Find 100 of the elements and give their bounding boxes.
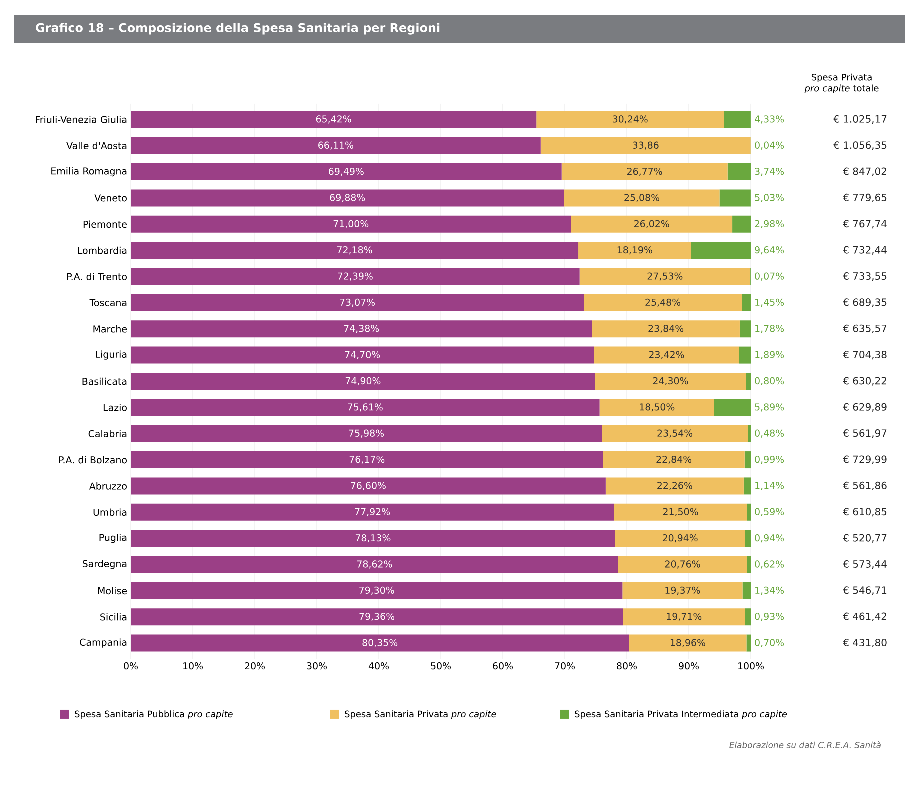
text: € 733,55: [843, 272, 887, 282]
data-label: 22,26%: [658, 482, 692, 490]
data-label: 77,92%: [355, 508, 390, 516]
y-tick-label: P.A. di Trento: [68, 273, 127, 280]
y-tick-label: Veneto: [94, 194, 127, 202]
x-tick-label: 70%: [555, 662, 575, 670]
data-label: 1,89%: [756, 351, 784, 360]
data-label: 20,94%: [662, 534, 698, 543]
y-tick-label: Emilia Romagna: [52, 167, 127, 177]
y-tick-label: Liguria: [96, 350, 127, 360]
data-label: 0,59%: [755, 508, 784, 516]
data-label: 22,84%: [656, 456, 692, 464]
text: € 689,35: [843, 298, 887, 308]
y-tick-label: Sicilia: [100, 613, 127, 621]
text: € 1.056,35: [834, 142, 887, 150]
y-tick-label: Valle d'Aosta: [66, 142, 127, 150]
y-tick-label: Molise: [98, 587, 127, 595]
text: € 546,71: [843, 586, 887, 596]
data-label: 75,61%: [348, 404, 383, 412]
data-label: 1,78%: [756, 325, 784, 334]
data-label: 9,64%: [755, 246, 784, 255]
text: € 732,44: [843, 246, 887, 255]
data-label: 26,77%: [627, 168, 662, 176]
x-tick-label: 50%: [431, 662, 451, 670]
legend-label: Spesa Sanitaria Privata Intermediata pro capite: [575, 710, 788, 720]
data-label: 25,08%: [624, 194, 660, 202]
data-label: 1,14%: [756, 482, 784, 490]
data-label: 75,98%: [349, 430, 384, 438]
y-tick-label: Toscana: [90, 299, 127, 306]
data-label: 24,30%: [653, 377, 688, 386]
x-tick-label: 60%: [493, 662, 513, 670]
y-tick-label: Puglia: [100, 534, 127, 544]
data-label: 27,53%: [648, 272, 683, 281]
x-tick-label: 100%: [738, 662, 764, 670]
data-label: 25,48%: [646, 298, 681, 307]
x-tick-label: 10%: [184, 662, 203, 670]
y-tick-label: Basilicata: [82, 378, 127, 386]
data-label: 66,11%: [318, 142, 354, 150]
data-label: 4,33%: [755, 116, 784, 124]
data-label: 78,13%: [356, 534, 391, 543]
data-label: 71,00%: [334, 220, 369, 228]
y-tick-label: Piemonte: [84, 220, 127, 228]
legend-label: Spesa Sanitaria Privata pro capite: [345, 710, 496, 720]
text: Spesa Privata pro capite totale: [804, 74, 879, 94]
text: € 629,89: [843, 403, 887, 412]
data-label: 0,80%: [755, 377, 784, 386]
text: € 561,86: [843, 482, 887, 490]
x-tick-label: 20%: [245, 662, 265, 670]
data-label: 0,07%: [755, 272, 784, 281]
data-label: 23,84%: [648, 325, 684, 334]
data-label: 19,37%: [666, 586, 700, 595]
y-tick-label: P.A. di Bolzano: [59, 456, 127, 464]
text: € 1.025,17: [834, 115, 887, 124]
text: € 561,97: [843, 430, 887, 438]
x-tick-label: 80%: [617, 662, 637, 670]
data-label: 0,70%: [755, 639, 784, 648]
data-label: 79,30%: [360, 586, 394, 595]
y-tick-label: Sardegna: [82, 560, 127, 570]
data-label: 0,94%: [755, 534, 784, 543]
text: € 729,99: [843, 456, 887, 464]
chart-title: Grafico 18 – Composizione della Spesa Sanitaria per Regioni: [36, 23, 440, 35]
data-label: 18,50%: [640, 404, 675, 412]
data-label: 0,62%: [755, 560, 784, 569]
data-label: 73,07%: [340, 298, 376, 307]
text: € 461,42: [843, 612, 886, 622]
text: Elaborazione su dati C.R.E.A. Sanità: [730, 742, 881, 748]
y-tick-label: Lazio: [104, 404, 127, 412]
text: € 610,85: [843, 508, 887, 517]
data-label: 69,88%: [330, 194, 366, 202]
y-tick-label: Friuli-Venezia Giulia: [36, 116, 127, 124]
y-tick-label: Lombardia: [78, 246, 127, 254]
legend-label: Spesa Sanitaria Pubblica pro capite: [75, 710, 233, 720]
text: € 573,44: [843, 560, 887, 570]
data-label: 0,99%: [755, 456, 784, 464]
data-label: 21,50%: [663, 508, 698, 516]
x-tick-label: 0%: [124, 662, 138, 670]
data-label: 1,45%: [756, 298, 784, 307]
text: € 630,22: [843, 377, 886, 386]
x-tick-label: 90%: [679, 662, 699, 670]
data-label: 69,49%: [329, 168, 364, 176]
data-label: 76,17%: [350, 456, 385, 464]
text: € 847,02: [843, 168, 886, 176]
text: € 779,65: [843, 194, 887, 202]
data-label: 65,42%: [316, 116, 352, 124]
x-tick-label: 40%: [368, 662, 389, 670]
y-tick-label: Abruzzo: [89, 482, 127, 490]
data-label: 72,18%: [338, 246, 372, 255]
data-label: 18,96%: [670, 639, 706, 648]
data-label: 1,34%: [756, 586, 784, 595]
data-label: 76,60%: [351, 482, 386, 490]
data-label: 20,76%: [665, 560, 700, 569]
data-label: 33,86: [633, 142, 659, 150]
data-label: 30,24%: [613, 116, 648, 124]
x-tick-label: 30%: [307, 662, 327, 670]
y-tick-label: Campania: [80, 638, 127, 648]
y-tick-label: Calabria: [88, 430, 127, 438]
data-label: 0,93%: [755, 613, 784, 622]
text: € 767,74: [843, 220, 887, 229]
data-label: 26,02%: [634, 220, 670, 228]
text: € 704,38: [843, 351, 887, 360]
